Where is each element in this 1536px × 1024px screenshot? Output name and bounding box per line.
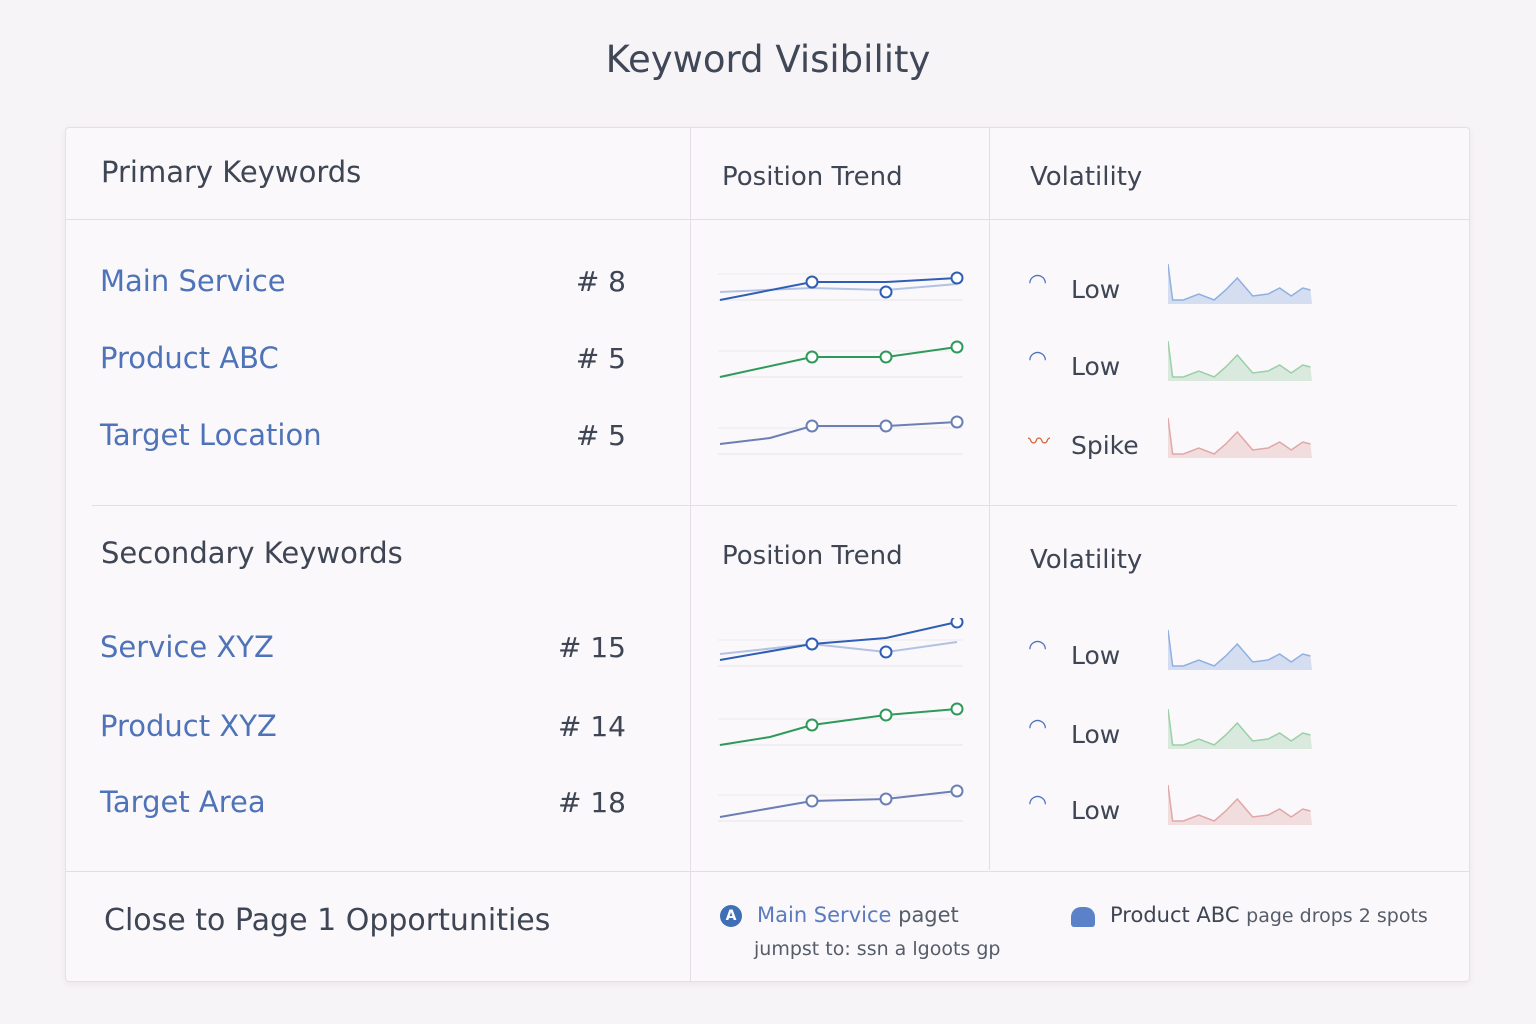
sparkline-area	[1168, 418, 1312, 458]
keyword-rank: # 5	[575, 342, 626, 375]
position-trend-chart	[718, 618, 964, 667]
trend-point	[879, 350, 893, 364]
trend-point	[950, 415, 964, 429]
volatility-label: Low	[1071, 352, 1121, 381]
keyword-visibility-card	[65, 127, 1470, 982]
position-trend-chart	[718, 340, 964, 378]
keyword-link[interactable]: Main Service	[100, 264, 286, 298]
alert-main-service[interactable]: Main Service paget	[757, 903, 959, 927]
volatility-sparkline	[1168, 708, 1312, 749]
trend-point	[805, 718, 819, 732]
trend-point	[879, 419, 893, 433]
trend-line	[719, 621, 958, 661]
trend-point	[879, 645, 893, 659]
alert-product-abc[interactable]: Product ABC page drops 2 spots	[1110, 903, 1428, 927]
volatility-heading: Volatility	[1030, 545, 1143, 575]
sparkline-area	[1168, 341, 1312, 381]
trend-point	[879, 285, 893, 299]
position-trend-heading: Position Trend	[722, 541, 903, 571]
sparkline-area	[1168, 709, 1312, 749]
sparkline-line	[1168, 417, 1311, 455]
trend-line	[719, 346, 958, 378]
position-trend-chart	[718, 271, 964, 301]
keyword-link[interactable]: Product XYZ	[100, 709, 277, 743]
trend-line	[719, 790, 958, 818]
keyword-rank: # 18	[558, 786, 626, 819]
volatility-sparkline	[1168, 784, 1312, 825]
chart-drop-icon	[1071, 907, 1095, 927]
keyword-rank: # 5	[575, 419, 626, 452]
trend-point	[950, 784, 964, 798]
opportunities-heading: Close to Page 1 Opportunities	[104, 903, 551, 938]
keyword-rank: # 8	[575, 265, 626, 298]
sparkline-line	[1168, 708, 1311, 746]
keyword-link[interactable]: Target Area	[100, 785, 266, 819]
keyword-rank: # 15	[558, 631, 626, 664]
position-trend-heading: Position Trend	[722, 162, 903, 192]
volatility-label: Low	[1071, 796, 1121, 825]
secondary-keywords-heading: Secondary Keywords	[101, 536, 403, 570]
signal-icon: ◠	[1028, 791, 1048, 816]
page-title: Keyword Visibility	[605, 38, 931, 81]
divider	[690, 128, 691, 981]
volatility-label: Low	[1071, 641, 1121, 670]
signal-icon: ◠	[1028, 347, 1048, 372]
trend-point	[950, 340, 964, 354]
sparkline-line	[1168, 784, 1311, 822]
alert-detail: jumpst to: ssn a lgoots gp	[754, 938, 1001, 960]
sparkline-area	[1168, 785, 1312, 825]
trend-line	[719, 708, 958, 746]
trend-line-secondary	[719, 283, 958, 293]
volatility-sparkline	[1168, 629, 1312, 670]
sparkline-line	[1168, 629, 1311, 667]
volatility-sparkline	[1168, 417, 1312, 458]
keyword-rank: # 14	[558, 710, 626, 743]
keyword-link[interactable]: Service XYZ	[100, 630, 274, 664]
trend-point	[950, 702, 964, 716]
volatility-sparkline	[1168, 263, 1312, 304]
trend-point	[805, 350, 819, 364]
trend-point	[950, 271, 964, 285]
keyword-link[interactable]: Target Location	[100, 418, 322, 452]
divider	[989, 128, 990, 870]
trend-point	[805, 794, 819, 808]
trend-point	[805, 275, 819, 289]
sparkline-area	[1168, 264, 1312, 304]
primary-keywords-heading: Primary Keywords	[101, 155, 362, 189]
volatility-heading: Volatility	[1030, 162, 1143, 192]
volatility-label: Low	[1071, 720, 1121, 749]
divider	[92, 505, 1457, 506]
sparkline-area	[1168, 630, 1312, 670]
signal-icon: ◠	[1028, 270, 1048, 295]
signal-icon: ◠	[1028, 715, 1048, 740]
trend-point	[950, 618, 964, 629]
divider	[66, 219, 1469, 220]
position-trend-chart	[718, 415, 964, 455]
position-trend-chart	[718, 702, 964, 746]
trend-point	[805, 637, 819, 651]
divider	[66, 871, 1469, 872]
trend-line	[719, 421, 958, 445]
trend-point	[879, 792, 893, 806]
signal-icon: ◠	[1028, 636, 1048, 661]
sparkline-line	[1168, 340, 1311, 378]
volatility-label: Low	[1071, 275, 1121, 304]
trend-line-secondary	[719, 641, 958, 655]
trend-line	[719, 277, 958, 301]
sparkline-line	[1168, 263, 1311, 301]
spike-icon: 〰	[1028, 430, 1051, 455]
keyword-link[interactable]: Product ABC	[100, 341, 279, 375]
trend-point	[805, 419, 819, 433]
volatility-sparkline	[1168, 340, 1312, 381]
arrow-up-icon: A	[720, 905, 742, 927]
position-trend-chart	[718, 784, 964, 822]
volatility-label: Spike	[1071, 431, 1139, 460]
trend-point	[879, 708, 893, 722]
